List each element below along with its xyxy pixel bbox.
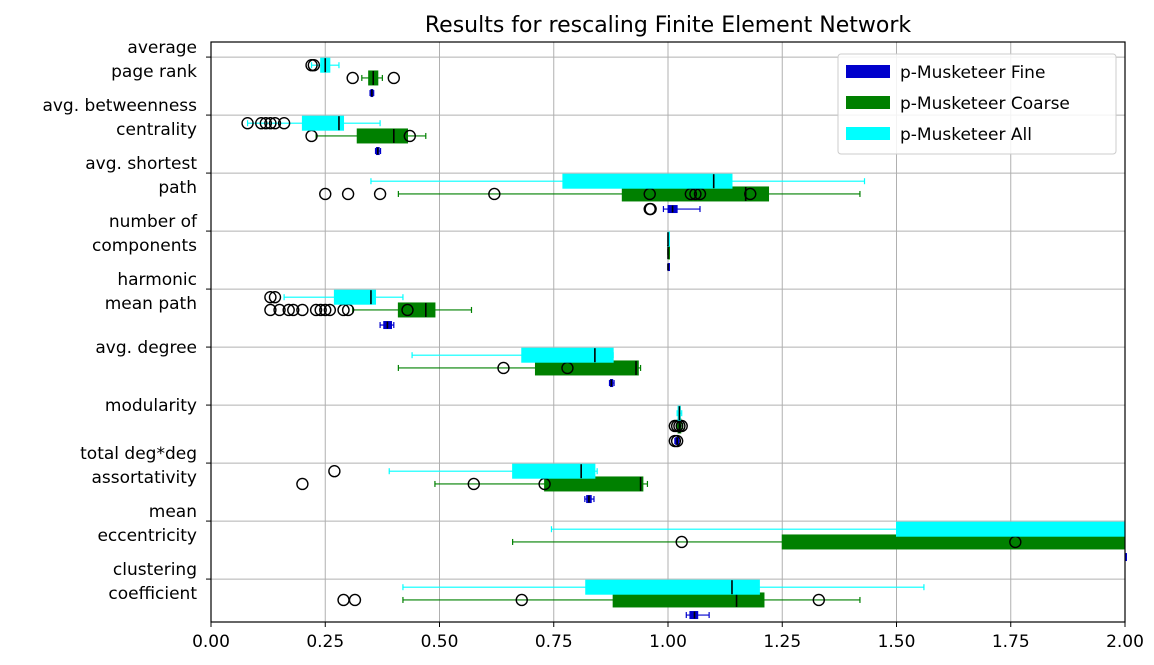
y-tick-label: assortativity: [91, 468, 197, 488]
legend-label: p-Musketeer Fine: [900, 63, 1045, 83]
box: [333, 289, 377, 305]
flier-point: [467, 477, 480, 491]
y-tick-label: mean: [149, 502, 197, 522]
flier-point: [268, 291, 282, 304]
flier-point: [264, 303, 277, 317]
x-tick-label: 0.50: [421, 632, 459, 652]
flier-point: [387, 71, 400, 85]
x-tick-label: 1.50: [878, 632, 916, 652]
y-tick-label: avg. betweenness: [42, 96, 197, 116]
legend-box: [837, 53, 1117, 155]
flier-point: [373, 187, 387, 201]
x-tick-label: 0.75: [535, 632, 573, 652]
flier-point: [401, 303, 414, 317]
box: [781, 534, 1126, 550]
flier-point: [675, 419, 688, 433]
y-tick-label: total deg*deg: [80, 444, 197, 464]
x-tick-label: 0.00: [192, 632, 230, 652]
flier-point: [287, 303, 300, 317]
flier-point: [319, 187, 332, 201]
flier-point: [328, 465, 341, 478]
y-tick-label: path: [158, 178, 197, 198]
flier-point: [675, 535, 688, 549]
flier-point: [264, 116, 277, 130]
box: [301, 115, 345, 131]
flier-point: [515, 593, 528, 607]
flier-point: [264, 291, 277, 304]
legend-swatch: [846, 127, 890, 140]
flier-point: [403, 129, 416, 143]
flier-point: [314, 303, 327, 317]
y-tick-label: harmonic: [117, 270, 197, 290]
y-tick-label: avg. degree: [95, 338, 197, 358]
box: [356, 128, 409, 144]
flier-point: [346, 71, 359, 85]
y-tick-label: average: [127, 38, 197, 58]
chart-title: Results for rescaling Finite Element Net…: [425, 13, 912, 38]
x-tick-label: 1.75: [992, 632, 1030, 652]
legend-label: p-Musketeer Coarse: [900, 94, 1070, 114]
box: [896, 521, 1126, 537]
y-tick-label: centrality: [116, 120, 197, 140]
flier-point: [309, 303, 323, 317]
flier-point: [644, 202, 657, 216]
box: [534, 360, 639, 376]
box: [512, 463, 596, 479]
y-tick-label: page rank: [111, 62, 197, 82]
legend-swatch: [846, 65, 890, 78]
y-tick-label: avg. shortest: [85, 154, 197, 174]
flier-point: [296, 303, 309, 317]
y-tick-label: mean path: [105, 294, 197, 314]
flier-point: [341, 187, 355, 201]
box: [521, 347, 614, 363]
flier-point: [282, 303, 295, 317]
flier-point: [744, 187, 757, 201]
y-tick-label: eccentricity: [97, 526, 197, 546]
x-tick-label: 1.00: [649, 632, 687, 652]
flier-point: [812, 593, 826, 607]
legend-label: p-Musketeer All: [900, 125, 1032, 145]
flier-point: [488, 187, 501, 201]
flier-point: [268, 116, 282, 130]
y-tick-label: number of: [109, 212, 198, 232]
box: [544, 476, 644, 492]
flier-point: [497, 361, 510, 375]
flier-point: [277, 116, 291, 130]
flier-point: [670, 434, 684, 448]
y-tick-label: components: [92, 236, 197, 256]
x-tick-label: 2.00: [1106, 632, 1144, 652]
y-tick-label: clustering: [113, 560, 197, 580]
x-tick-label: 0.25: [306, 632, 344, 652]
box: [562, 173, 733, 189]
x-tick-label: 1.25: [763, 632, 801, 652]
flier-point: [323, 303, 337, 317]
plot-frame: [210, 41, 1126, 623]
y-tick-label: modularity: [105, 396, 197, 416]
flier-point: [273, 303, 286, 317]
box: [612, 592, 765, 608]
flier-point: [241, 116, 254, 130]
y-tick-label: coefficient: [108, 584, 197, 604]
flier-point: [348, 593, 362, 607]
flier-point: [259, 116, 273, 130]
legend-swatch: [846, 96, 890, 109]
flier-point: [255, 116, 268, 130]
box: [585, 579, 760, 595]
flier-point: [319, 303, 332, 317]
flier-point: [307, 58, 321, 72]
flier-point: [296, 477, 309, 491]
